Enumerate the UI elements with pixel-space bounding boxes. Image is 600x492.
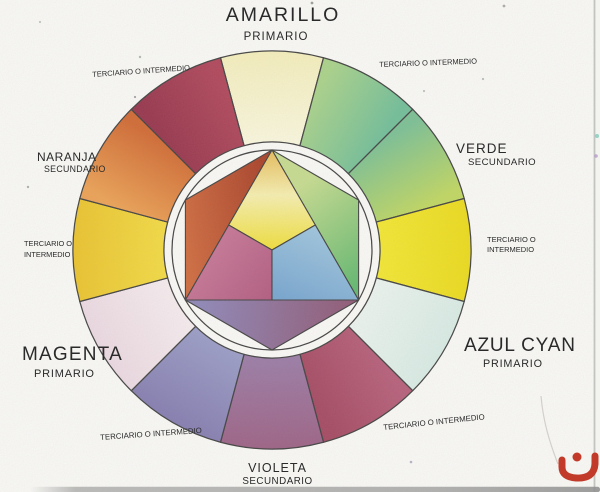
scan-edge-line bbox=[593, 0, 596, 492]
scan-speck bbox=[594, 154, 598, 158]
label-verde: VERDE bbox=[456, 141, 508, 156]
scan-speck bbox=[422, 89, 426, 93]
label-azul-cyan: AZUL CYAN bbox=[464, 335, 576, 356]
scan-bottom-shadow bbox=[30, 486, 600, 492]
label-magenta-subtitle: PRIMARIO bbox=[34, 368, 95, 380]
label-magenta: MAGENTA bbox=[22, 344, 123, 365]
label-violeta: VIOLETA bbox=[248, 461, 307, 475]
logo-bowl bbox=[558, 452, 599, 482]
scan-speck bbox=[595, 134, 599, 138]
label-terciario-right-line1: TERCIARIO O bbox=[487, 235, 536, 244]
scan-speck bbox=[38, 20, 42, 24]
logo-dot bbox=[572, 452, 582, 462]
label-verde-subtitle: SECUNDARIO bbox=[468, 157, 536, 168]
scan-speck bbox=[26, 185, 30, 189]
label-terciario-right-line2: INTERMEDIO bbox=[487, 245, 535, 254]
scan-speck bbox=[502, 4, 506, 8]
scan-speck bbox=[133, 95, 137, 99]
label-amarillo-subtitle: PRIMARIO bbox=[243, 31, 309, 43]
scan-speck bbox=[481, 77, 485, 81]
label-azul-cyan-subtitle: PRIMARIO bbox=[483, 358, 543, 370]
scan-speck bbox=[409, 460, 413, 464]
scan-speck bbox=[138, 55, 142, 59]
scan-speck bbox=[310, 1, 314, 5]
label-violeta-subtitle: SECUNDARIO bbox=[242, 476, 313, 487]
scan-edge-strip bbox=[595, 0, 600, 492]
scan-crease-line bbox=[540, 395, 559, 465]
red-noon-watermark-icon bbox=[558, 452, 599, 482]
label-naranja: NARANJA bbox=[37, 150, 97, 164]
label-amarillo: AMARILLO bbox=[225, 4, 341, 26]
label-terciario-left-line2: INTERMEDIO bbox=[24, 250, 71, 259]
label-naranja-subtitle: SECUNDARIO bbox=[44, 164, 106, 174]
label-terciario-left-line1: TERCIARIO O bbox=[24, 239, 73, 248]
